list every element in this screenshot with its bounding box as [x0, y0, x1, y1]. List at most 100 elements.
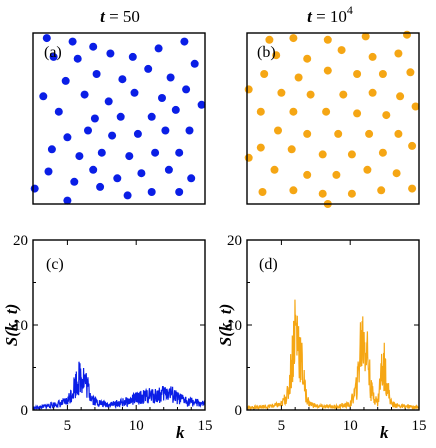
panel-c-ytick-label-0: 0 [21, 403, 29, 419]
panel-a-point-52 [30, 184, 39, 193]
panel-b-points [244, 30, 420, 208]
panel-a-point-23 [90, 114, 99, 123]
panel-a-point-51 [175, 188, 184, 196]
panel-b-point-30 [303, 129, 312, 138]
panel-b-point-29 [274, 126, 282, 135]
panel-b-title-rest: = 10 [312, 7, 347, 26]
panel-a-point-5 [73, 54, 82, 63]
panel-a-point-49 [123, 191, 132, 200]
panel-b-point-24 [289, 107, 298, 116]
panel-a-point-29 [84, 126, 92, 135]
panel-b-point-5 [403, 30, 411, 39]
panel-c-ylabel: S(k, t) [2, 304, 21, 347]
panel-c-frame [32, 239, 206, 411]
panel-b-point-33 [394, 129, 403, 138]
panel-b-title: t = 104 [307, 3, 353, 26]
panel-b-point-9 [368, 52, 377, 61]
panel-b-point-42 [332, 170, 341, 179]
panel-a-point-11 [92, 70, 101, 78]
panel-a-point-42 [89, 165, 98, 174]
panel-a-title: t = 50 [100, 7, 140, 26]
panel-a-point-35 [75, 152, 84, 161]
panel-a-point-17 [80, 90, 89, 99]
panel-a-point-4 [49, 52, 58, 61]
panel-c-ytick-label-10: 10 [13, 318, 28, 334]
panel-a-point-37 [125, 152, 134, 161]
panel-b-point-19 [306, 90, 315, 99]
panel-b-point-21 [368, 88, 377, 97]
panel-a-point-39 [175, 148, 184, 157]
panel-b-point-41 [303, 170, 312, 179]
panel-d-xtick-label-10: 10 [343, 418, 358, 434]
panel-a-frame [32, 32, 206, 205]
panel-b-point-26 [353, 109, 362, 118]
panel-b-point-43 [363, 165, 372, 174]
panel-d-xlabel: k [380, 423, 389, 442]
panel-a-point-15 [190, 59, 199, 68]
panel-a-point-27 [197, 100, 206, 109]
panel-d-line: 5 10 15 0 10 20 (d) S(k, t) k [216, 233, 427, 442]
panel-a-point-7 [128, 52, 137, 61]
panel-b-point-45 [258, 188, 267, 196]
panel-b-point-2 [289, 34, 298, 43]
panel-b-label: (b) [257, 44, 276, 61]
panel-b-point-48 [347, 189, 356, 198]
panel-b-point-36 [318, 150, 327, 159]
panel-a-point-13 [144, 64, 153, 73]
panel-b-point-31 [334, 129, 343, 138]
panel-b-point-10 [394, 49, 403, 58]
panel-b-point-23 [256, 107, 265, 116]
panel-c-ytick-label-20: 20 [13, 233, 28, 249]
panel-a-point-19 [130, 88, 139, 97]
panel-d-series [246, 299, 420, 412]
panel-a-point-41 [70, 177, 79, 186]
panel-b-point-25 [322, 107, 331, 116]
panel-b-point-6 [272, 51, 281, 60]
panel-b-frame [246, 32, 420, 205]
panel-c-xtick-label-10: 10 [129, 418, 144, 434]
panel-a-point-1 [42, 34, 51, 43]
panel-b-point-38 [378, 148, 387, 157]
panel-b-point-3 [323, 35, 332, 44]
panel-a-point-47 [63, 196, 72, 205]
panel-a-point-8 [154, 44, 163, 53]
panel-a-point-10 [61, 76, 70, 85]
panel-a-point-40 [44, 167, 53, 176]
panel-c-xlabel: k [176, 423, 185, 442]
panel-c-line: 5 10 15 0 10 20 (c) S(k, t) k [2, 233, 213, 442]
panel-a-point-24 [116, 112, 125, 121]
panel-c-label: (c) [46, 256, 64, 273]
panel-b-title-var: t [307, 7, 313, 26]
panel-a-label: (a) [44, 44, 62, 61]
panel-b-point-22 [396, 92, 405, 101]
panel-a-point-32 [161, 126, 170, 135]
panel-c-series [32, 361, 206, 411]
panel-a-point-33 [185, 126, 194, 135]
panel-a-point-9 [180, 37, 189, 46]
panel-b-title-sup: 4 [347, 3, 353, 17]
panel-a-point-36 [97, 148, 106, 157]
panel-a-point-31 [133, 129, 142, 138]
panel-b-point-11 [260, 70, 269, 78]
panel-a-point-12 [118, 75, 127, 84]
panel-d-ylabel: S(k, t) [216, 304, 235, 347]
panel-a-point-43 [113, 174, 122, 183]
panel-b-point-51 [244, 153, 253, 162]
panel-a-scatter: t = 50 (a) [30, 7, 206, 205]
panel-b-point-37 [347, 150, 356, 159]
panel-b-point-4 [361, 32, 370, 41]
panel-b-point-13 [323, 66, 332, 75]
panel-a-point-16 [39, 92, 48, 101]
panel-a-point-45 [164, 165, 173, 174]
panel-a-point-50 [147, 188, 156, 196]
panel-b-point-8 [337, 46, 346, 55]
panel-b-point-46 [289, 186, 298, 195]
panel-b-point-17 [244, 85, 253, 94]
panel-a-point-38 [151, 148, 160, 157]
panel-a-title-rest: = 50 [105, 7, 140, 26]
panel-b-point-18 [277, 88, 286, 97]
panel-b-point-50 [408, 184, 417, 193]
panel-a-point-14 [166, 73, 175, 82]
panel-b-point-20 [339, 90, 348, 99]
